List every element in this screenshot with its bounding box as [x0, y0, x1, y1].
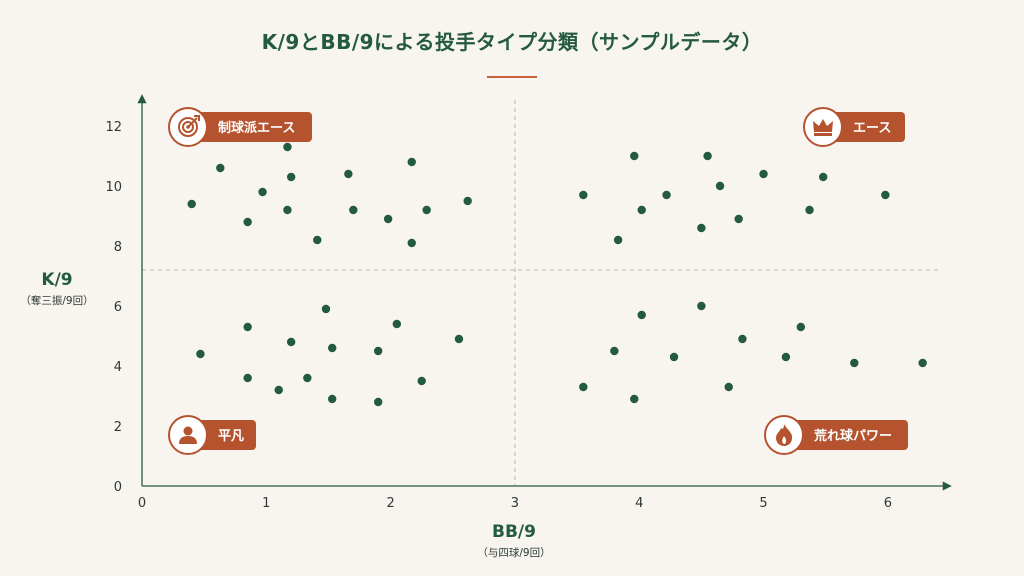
- quadrant-control-ace: 制球派エース: [168, 107, 312, 147]
- data-point: [759, 169, 768, 179]
- y-tick-label: 10: [105, 180, 122, 195]
- data-point: [610, 346, 619, 356]
- data-point: [373, 397, 383, 407]
- target-icon: [178, 115, 200, 137]
- data-point: [850, 358, 859, 368]
- y-tick-label: 12: [105, 120, 122, 135]
- data-point: [613, 235, 623, 245]
- data-point: [669, 352, 679, 362]
- data-point: [697, 223, 706, 233]
- data-point: [216, 163, 225, 173]
- data-point: [637, 205, 646, 215]
- quadrant-average: 平凡: [168, 415, 256, 455]
- data-point: [734, 214, 743, 224]
- y-tick-label: 4: [114, 360, 122, 375]
- x-tick-label: 4: [635, 496, 643, 511]
- data-point: [274, 385, 283, 395]
- data-point: [738, 334, 747, 344]
- quadrant-label-box: [188, 112, 312, 142]
- data-point: [796, 322, 806, 332]
- data-point: [715, 181, 725, 191]
- y-tick-label: 0: [114, 480, 122, 495]
- quadrant-label: 荒れ球パワー: [813, 428, 892, 444]
- data-point: [383, 214, 393, 224]
- y-axis-sublabel: （奪三振/9回）: [20, 294, 93, 307]
- x-tick-label: 5: [759, 496, 767, 511]
- data-point: [303, 373, 312, 383]
- data-point: [327, 394, 337, 404]
- quadrant-label: 制球派エース: [218, 120, 295, 136]
- data-point: [349, 205, 358, 215]
- quadrant-label: 平凡: [218, 429, 244, 444]
- data-point: [918, 358, 927, 368]
- data-point: [286, 172, 296, 182]
- data-point: [630, 151, 639, 161]
- data-point: [637, 310, 646, 320]
- chart-title: K/9とBB/9による投手タイプ分類（サンプルデータ）: [261, 30, 763, 54]
- data-point: [283, 142, 292, 152]
- data-point: [243, 217, 252, 227]
- x-tick-label: 2: [386, 496, 394, 511]
- data-point: [327, 343, 337, 353]
- x-axis-sublabel: （与四球/9回）: [477, 546, 550, 559]
- data-point: [697, 301, 706, 311]
- data-point: [407, 157, 416, 167]
- x-axis-label: BB/9: [492, 522, 536, 542]
- data-point: [417, 376, 426, 386]
- data-point: [243, 373, 252, 383]
- data-point: [805, 205, 814, 215]
- data-point: [422, 205, 431, 215]
- data-point: [881, 190, 890, 200]
- data-point: [392, 319, 402, 329]
- data-point: [321, 304, 331, 314]
- data-point: [313, 235, 322, 245]
- data-point: [819, 172, 828, 182]
- y-tick-label: 6: [114, 300, 122, 315]
- quadrant-label: エース: [853, 121, 891, 136]
- data-point: [373, 346, 383, 356]
- data-point: [407, 238, 416, 248]
- data-point: [454, 334, 464, 344]
- data-point: [630, 394, 639, 404]
- data-point: [579, 190, 588, 200]
- y-tick-label: 2: [114, 420, 122, 435]
- data-point: [662, 190, 671, 200]
- quadrant-label-box: [823, 112, 905, 142]
- data-point: [286, 337, 296, 347]
- title-underline: [487, 76, 537, 78]
- data-point: [187, 199, 196, 209]
- quadrant-ace: エース: [803, 107, 905, 147]
- x-tick-label: 0: [138, 496, 146, 511]
- data-point: [724, 382, 733, 392]
- data-point: [243, 322, 252, 332]
- x-tick-label: 1: [262, 496, 270, 511]
- crown-icon: [813, 119, 833, 136]
- quadrant-label-box: [784, 420, 908, 450]
- data-point: [781, 352, 791, 362]
- y-axis-label: K/9: [41, 270, 72, 290]
- data-point: [703, 151, 712, 161]
- x-tick-label: 3: [511, 496, 519, 511]
- y-tick-label: 8: [114, 240, 122, 255]
- person-icon: [179, 426, 197, 444]
- data-point: [344, 169, 353, 179]
- data-point: [463, 196, 472, 206]
- x-tick-label: 6: [884, 496, 892, 511]
- data-point: [283, 205, 292, 215]
- data-point: [258, 187, 267, 197]
- quadrant-wild-power: 荒れ球パワー: [764, 415, 908, 455]
- fire-icon: [776, 424, 793, 446]
- data-point: [196, 349, 205, 359]
- data-point: [579, 382, 588, 392]
